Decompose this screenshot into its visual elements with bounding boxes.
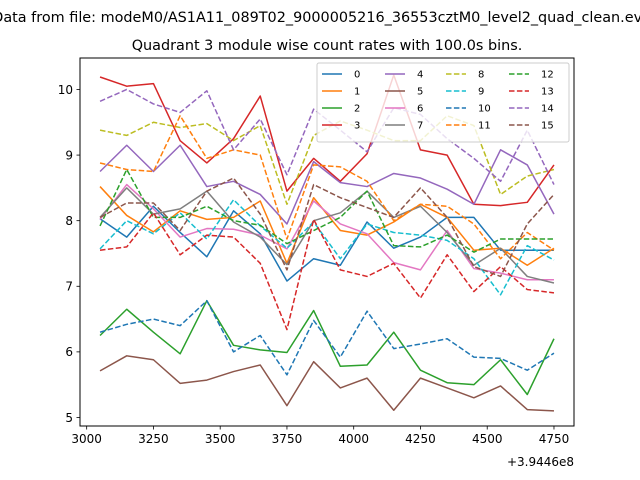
y-tick-label: 6 <box>65 345 73 359</box>
series-line-0 <box>99 205 554 282</box>
y-axis: 5 6 7 8 9 10 <box>58 83 80 425</box>
series-line-3 <box>99 74 555 207</box>
x-tick-label: 3000 <box>71 432 102 446</box>
x-tick-label: 4250 <box>405 432 436 446</box>
y-tick-label: 5 <box>65 411 73 425</box>
x-tick-label: 4500 <box>472 432 503 446</box>
y-tick-label: 10 <box>58 83 73 97</box>
series-line-14 <box>99 88 555 185</box>
legend-label-1: 1 <box>354 87 360 98</box>
series-line-4 <box>99 144 555 225</box>
legend-box <box>316 62 570 143</box>
x-tick-label: 4000 <box>338 432 369 446</box>
series-line-2 <box>99 299 555 396</box>
series-line-1 <box>99 186 555 267</box>
x-offset-label: +3.9446e8 <box>507 455 574 469</box>
series-line-11 <box>99 114 555 260</box>
legend-label-15: 15 <box>541 121 554 132</box>
legend-label-11: 11 <box>478 121 491 132</box>
figure-suptitle: Data from file: modeM0/AS1A11_089T02_900… <box>0 10 640 26</box>
legend-label-3: 3 <box>354 121 360 132</box>
legend-label-10: 10 <box>478 104 491 115</box>
series-line-13 <box>99 212 555 331</box>
chart-title: Quadrant 3 module wise count rates with … <box>132 38 523 54</box>
series-line-6 <box>99 183 554 281</box>
legend-label-7: 7 <box>417 121 423 132</box>
legend-label-12: 12 <box>541 70 554 81</box>
y-tick-label: 9 <box>65 148 73 162</box>
y-tick-label: 8 <box>65 214 73 228</box>
x-tick-label: 4750 <box>539 432 570 446</box>
series-line-5 <box>99 355 555 412</box>
x-tick-label: 3250 <box>138 432 169 446</box>
legend-label-8: 8 <box>478 70 484 81</box>
legend-label-2: 2 <box>354 104 360 115</box>
plot-frame <box>79 57 575 427</box>
legend-label-9: 9 <box>478 87 484 98</box>
series-line-9 <box>99 198 555 296</box>
series-line-15 <box>99 177 555 278</box>
x-tick-label: 3500 <box>205 432 236 446</box>
legend-label-6: 6 <box>417 104 423 115</box>
legend-label-13: 13 <box>541 87 554 98</box>
series-line-12 <box>99 168 554 253</box>
y-tick-label: 7 <box>65 280 73 294</box>
series-line-7 <box>99 187 555 284</box>
legend-label-5: 5 <box>417 87 423 98</box>
legend-label-0: 0 <box>354 70 360 81</box>
legend-label-4: 4 <box>417 70 423 81</box>
legend-label-14: 14 <box>541 104 554 115</box>
x-tick-label: 3750 <box>272 432 303 446</box>
x-axis: 3000 3250 3500 3750 4000 4250 4500 4750 <box>71 426 569 446</box>
